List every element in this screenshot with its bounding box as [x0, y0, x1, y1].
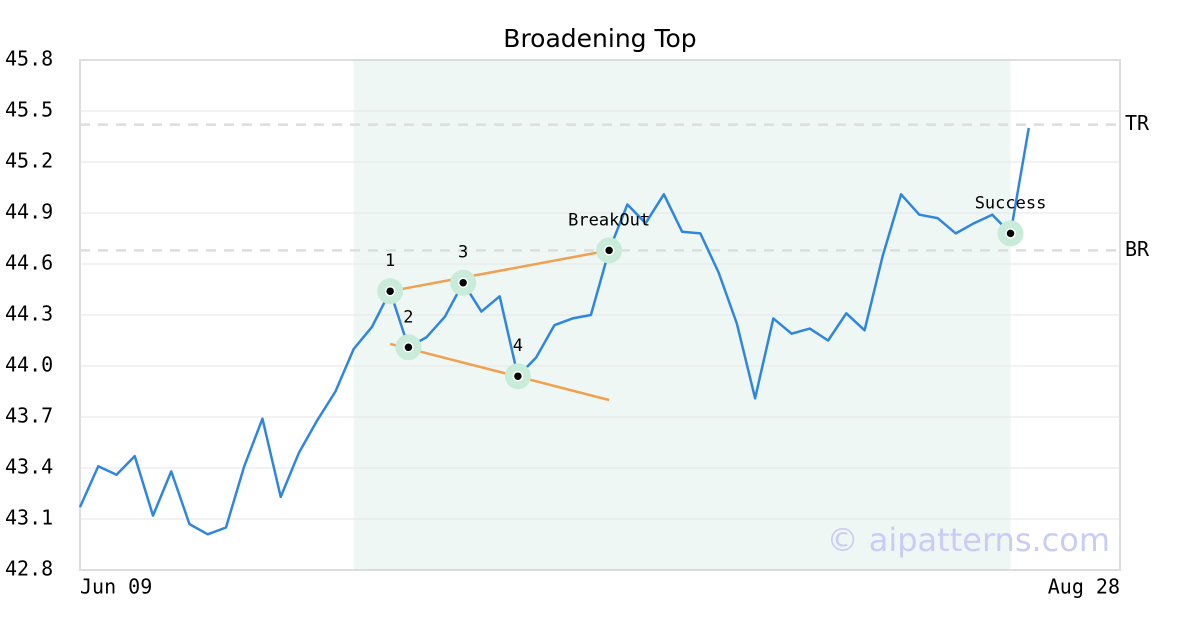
y-tick-label: 45.8	[5, 47, 53, 71]
level-label: TR	[1125, 111, 1150, 135]
point-dot	[403, 342, 414, 353]
point-label: 3	[458, 243, 468, 263]
plot-frame	[79, 59, 1121, 571]
point-label: BreakOut	[568, 210, 650, 230]
y-tick-label: 45.5	[5, 98, 53, 122]
point-label: 4	[513, 336, 523, 356]
y-tick-label: 44.3	[5, 302, 53, 326]
watermark: © aipatterns.com	[827, 521, 1110, 559]
trend-line	[389, 249, 610, 293]
point-dot	[457, 277, 469, 288]
point-label: 2	[403, 307, 413, 327]
y-tick-label: 45.2	[5, 149, 53, 173]
point-dot	[1005, 228, 1016, 239]
point-dot	[512, 370, 524, 382]
x-tick-label: Jun 09	[80, 575, 152, 599]
price-line	[78, 127, 1031, 536]
y-tick-label: 43.1	[5, 506, 53, 530]
trend-line	[389, 342, 610, 402]
y-tick-label: 43.4	[5, 455, 53, 479]
y-tick-label: 44.9	[5, 200, 53, 224]
y-tick-label: 42.8	[5, 557, 53, 581]
level-label: BR	[1125, 237, 1150, 261]
x-tick-label: Aug 28	[1048, 575, 1120, 599]
point-label: Success	[975, 193, 1047, 213]
chart-title: Broadening Top	[503, 24, 696, 53]
y-tick-label: 44.6	[5, 251, 53, 275]
point-dot	[603, 245, 615, 256]
point-label: 1	[385, 251, 395, 271]
y-tick-label: 44.0	[5, 353, 53, 377]
y-tick-label: 43.7	[5, 404, 53, 428]
point-dot	[384, 285, 396, 297]
